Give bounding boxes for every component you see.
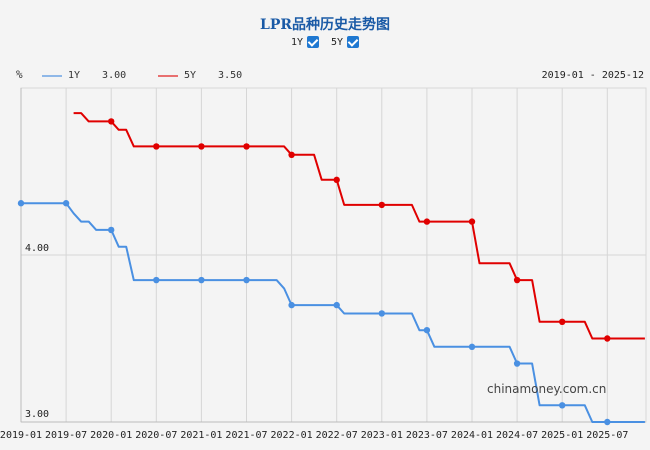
chart-title: LPR品种历史走势图 [259, 17, 390, 33]
x-tick-label: 2023-07 [405, 430, 448, 441]
data-point-marker[interactable] [288, 151, 295, 158]
data-point-marker[interactable] [153, 276, 160, 284]
data-point-marker[interactable] [243, 276, 250, 284]
toggle-1y-label: 1Y [290, 36, 303, 48]
data-point-marker[interactable] [559, 318, 566, 325]
data-point-marker[interactable] [108, 118, 115, 125]
data-point-marker[interactable] [378, 310, 385, 317]
data-point-marker[interactable] [333, 176, 340, 184]
data-point-marker[interactable] [513, 276, 521, 284]
data-point-marker[interactable] [559, 402, 566, 409]
toggle-5y-label: 5Y [331, 36, 344, 48]
data-point-marker[interactable] [513, 360, 521, 367]
x-tick-label: 2020-01 [90, 430, 133, 441]
watermark: chinamoney.com.cn [487, 382, 607, 396]
series-line-5y[interactable] [73, 112, 645, 340]
y-tick-label: 4.00 [25, 243, 50, 254]
legend-item-5y[interactable]: 5Y 3.50 [158, 70, 242, 81]
data-point-marker[interactable] [468, 343, 476, 351]
toggle-1y[interactable]: 1Y [291, 36, 319, 48]
checkbox-checked-icon[interactable] [347, 36, 360, 48]
data-point-marker[interactable] [604, 418, 611, 426]
x-tick-label: 2019-07 [45, 430, 88, 441]
toggle-5y[interactable]: 5Y [331, 36, 360, 48]
x-tick-label: 2022-01 [270, 430, 313, 441]
legend-value: 3.50 [218, 70, 243, 81]
x-tick-label: 2023-01 [360, 430, 403, 441]
data-point-marker[interactable] [198, 143, 205, 150]
y-axis-unit: % [16, 68, 23, 81]
data-point-marker[interactable] [468, 218, 476, 225]
x-tick-label: 2021-01 [180, 430, 223, 441]
x-tick-label: 2021-07 [225, 430, 268, 441]
series-toggles: 1Y 5Y [0, 36, 650, 48]
data-point-marker[interactable] [288, 301, 295, 309]
x-tick-label: 2022-07 [315, 430, 358, 441]
x-tick-label: 2020-07 [135, 430, 178, 441]
data-point-marker[interactable] [243, 143, 250, 150]
data-point-marker[interactable] [378, 201, 385, 209]
data-point-marker[interactable] [423, 218, 431, 225]
x-tick-label: 2024-07 [496, 430, 539, 441]
x-axis-labels: 2019-01 2019-07 2020-01 2020-07 2021-01 2021-… [0, 430, 650, 444]
checkbox-checked-icon[interactable] [306, 36, 319, 48]
data-point-marker[interactable] [153, 143, 160, 150]
data-point-marker[interactable] [198, 276, 205, 284]
date-range: 2019-01 - 2025-12 [541, 70, 644, 81]
data-point-marker[interactable] [62, 200, 70, 207]
data-point-marker[interactable] [108, 226, 115, 234]
legend-name: 5Y [184, 70, 197, 81]
x-tick-label: 2025-01 [541, 430, 584, 441]
x-tick-label: 2024-01 [450, 430, 494, 441]
data-point-marker[interactable] [17, 200, 25, 207]
legend-value: 3.00 [102, 70, 127, 81]
legend-name: 1Y [68, 70, 81, 81]
legend-line-icon [158, 74, 178, 77]
y-tick-label: 3.00 [25, 409, 50, 420]
x-tick-label: 2019-01 [0, 430, 43, 441]
data-point-marker[interactable] [604, 335, 611, 342]
data-point-marker[interactable] [423, 326, 431, 334]
legend-line-icon [42, 74, 62, 77]
x-tick-label: 2025-07 [586, 430, 629, 441]
data-point-marker[interactable] [333, 301, 340, 309]
legend-item-1y[interactable]: 1Y 3.00 [42, 70, 126, 81]
